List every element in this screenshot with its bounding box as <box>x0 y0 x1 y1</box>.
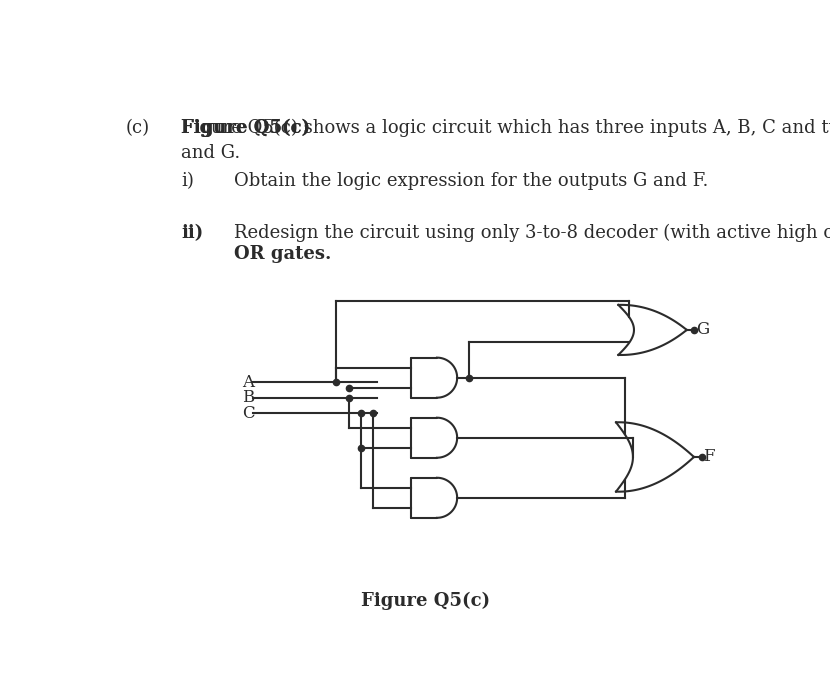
Text: Figure Q5(c): Figure Q5(c) <box>361 592 490 610</box>
Text: Figure Q5(c) shows a logic circuit which has three inputs A, B, C and two output: Figure Q5(c) shows a logic circuit which… <box>181 119 830 137</box>
Text: (c): (c) <box>125 119 149 137</box>
Text: ii): ii) <box>181 223 203 242</box>
Text: F: F <box>703 448 715 466</box>
Text: Figure Q5(c): Figure Q5(c) <box>181 119 310 137</box>
Text: C: C <box>242 404 254 422</box>
Text: B: B <box>242 389 254 406</box>
Text: Obtain the logic expression for the outputs G and F.: Obtain the logic expression for the outp… <box>234 172 708 190</box>
Text: Redesign the circuit using only 3-to-8 decoder (with active high outputs) and: Redesign the circuit using only 3-to-8 d… <box>234 223 830 242</box>
Text: Figure Q5(c): Figure Q5(c) <box>181 119 310 137</box>
Text: G: G <box>696 322 709 338</box>
Text: Figure Q5(c) shows a logic circuit which has three inputs A, B, C and two output: Figure Q5(c) shows a logic circuit which… <box>181 119 830 137</box>
Text: i): i) <box>181 172 194 190</box>
Text: OR gates.: OR gates. <box>234 245 331 263</box>
Text: A: A <box>242 374 254 390</box>
Text: and G.: and G. <box>181 143 241 161</box>
